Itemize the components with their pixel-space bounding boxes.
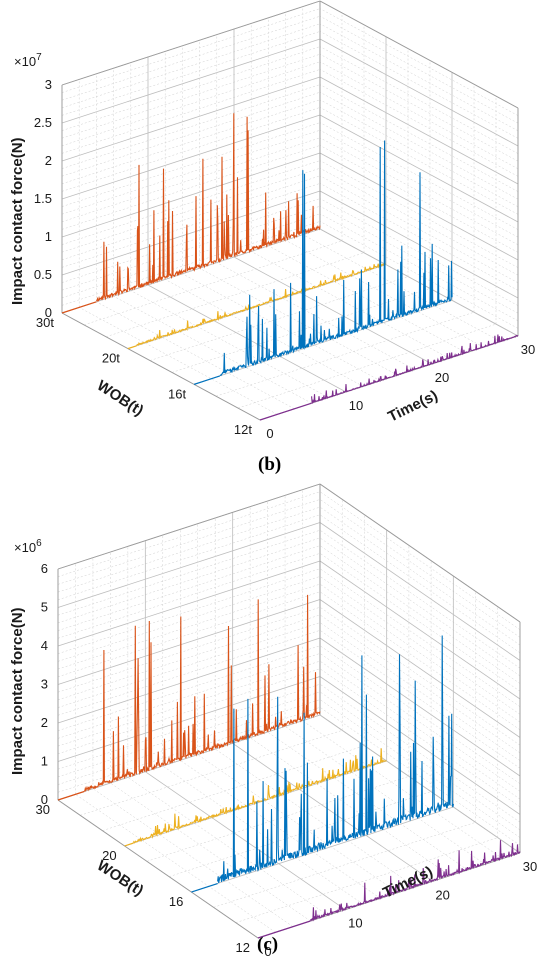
series-baseline [257,920,311,939]
wob-axis-label: WOB(t) [94,857,147,899]
z-tick-label: 1 [45,229,52,244]
time-tick-label: 0 [264,944,271,959]
series-line-wob-20 [132,748,387,844]
series-group [61,113,519,421]
time-axis-label: Time(s) [385,387,440,426]
series-baseline [61,301,97,314]
time-tick-label: 30 [523,859,537,874]
wob-tick-label: 16 [169,894,183,909]
time-tick-label: 0 [266,426,273,441]
wob-axis-label: WOB(t) [94,377,147,419]
wob-tick-label: 30 [36,802,50,817]
series-line-wob-12 [311,334,519,404]
z-tick-label: 0 [45,305,52,320]
wob-tick-label: 16t [168,386,186,401]
z-tick-label: 0.5 [34,267,52,282]
series-line-wob-20 [136,263,387,346]
series-baseline [57,790,85,801]
series-line-wob-30 [83,594,321,792]
wob-tick-label: 12t [234,422,252,437]
exponent-base: ×10 [14,540,36,555]
z-tick-label: 3 [45,77,52,92]
series-baseline [259,402,312,421]
series-line-wob-16 [219,140,453,377]
wob-tick-label: 12 [236,940,250,955]
series-line-wob-16 [217,635,454,884]
series-baseline [124,842,134,847]
series-group [57,594,521,939]
z-axis-label: Impact contact force(N) [9,607,26,775]
exponent-label: ×106 [14,538,42,555]
exponent-power: 6 [36,538,42,549]
z-tick-label: 0 [41,792,48,807]
z-tick-label: 5 [41,600,48,615]
time-tick-label: 20 [435,370,449,385]
time-tick-label: 20 [435,887,449,902]
time-tick-label: 30 [521,342,535,357]
z-tick-label: 1.5 [34,191,52,206]
time-tick-label: 10 [348,916,362,931]
caption-c: (c) [257,934,278,955]
z-tick-label: 2 [41,715,48,730]
grid [57,483,521,939]
exponent-label: ×107 [14,52,42,69]
z-tick-label: 2 [45,153,52,168]
series-baseline [193,375,221,385]
series-baseline [191,882,218,893]
exponent-power: 7 [36,52,42,63]
time-tick-label: 10 [349,398,363,413]
wob-tick-label: 20t [102,351,120,366]
wob-tick-label: 30t [36,315,54,330]
wob-tick-label: 20 [102,848,116,863]
z-tick-label: 4 [41,638,48,653]
exponent-base: ×10 [14,54,36,69]
z-tick-label: 1 [41,754,48,769]
series-baseline [127,345,137,350]
series-line-wob-12 [309,840,521,922]
z-axis-label: Impact contact force(N) [9,137,26,305]
z-tick-label: 3 [41,677,48,692]
z-tick-label: 6 [41,561,48,576]
caption-b: (b) [258,454,281,475]
series-line-wob-30 [95,113,321,302]
z-tick-label: 2.5 [34,115,52,130]
